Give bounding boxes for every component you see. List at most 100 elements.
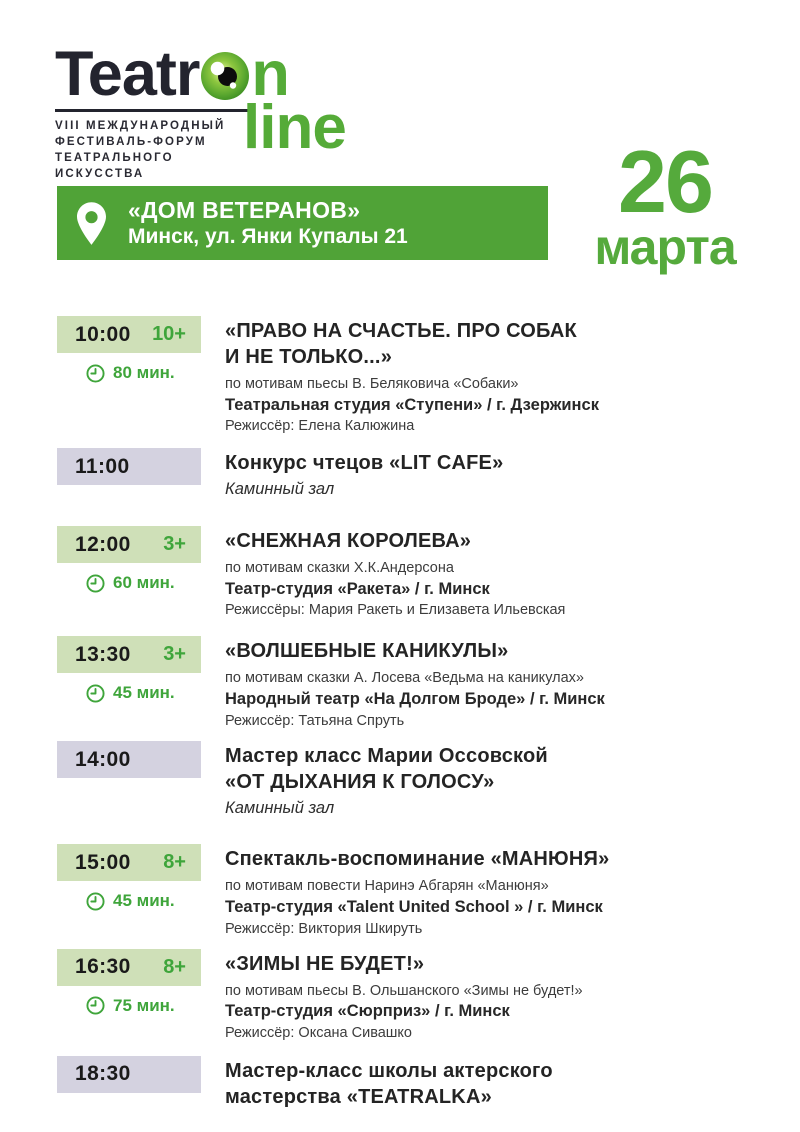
- event-time-column: 16:30 8+ 75 мин.: [57, 948, 225, 1043]
- time-badge: 18:30: [57, 1055, 201, 1093]
- event-time: 16:30: [75, 955, 131, 978]
- venue-info: «ДОМ ВЕТЕРАНОВ» Минск, ул. Янки Купалы 2…: [128, 196, 408, 250]
- schedule-list: 10:00 10+ 80 мин. «ПРАВО НА СЧАСТЬЕ. ПРО…: [57, 316, 763, 1110]
- event-theatre-company: Народный театр «На Долгом Броде» / г. Ми…: [225, 690, 605, 709]
- event-time-column: 12:00 3+ 60 мин.: [57, 526, 225, 620]
- event-title: Конкурс чтецов «LIT CAFE»: [225, 452, 504, 475]
- teatron-line-logo: Teatr n VIII МЕЖДУНАРОДНЫЙ: [55, 42, 385, 180]
- eye-icon: [201, 52, 250, 100]
- event-title: Мастер класс Марии Оссовской «ОТ ДЫХАНИЯ…: [225, 745, 548, 794]
- schedule-event-row: 14:00 Мастер класс Марии Оссовской «ОТ Д…: [57, 741, 763, 818]
- clock-icon: [86, 574, 105, 593]
- time-badge: 15:00 8+: [57, 844, 201, 882]
- event-time-column: 14:00: [57, 741, 225, 818]
- duration-label: 45 мин.: [113, 891, 175, 911]
- schedule-event-row: 11:00 Конкурс чтецов «LIT CAFE» Каминный…: [57, 448, 763, 499]
- time-badge: 10:00 10+: [57, 316, 201, 353]
- event-room: Каминный зал: [225, 480, 335, 499]
- event-description: по мотивам сказки Х.К.Андерсона: [225, 560, 454, 577]
- event-duration: 60 мин.: [86, 573, 225, 593]
- location-pin-icon: [77, 201, 106, 245]
- event-time: 15:00: [75, 850, 131, 874]
- tagline-line-1: VIII МЕЖДУНАРОДНЫЙ: [55, 120, 226, 132]
- time-badge: 16:30 8+: [57, 948, 201, 986]
- age-restriction-badge: 10+: [152, 323, 186, 345]
- event-details: «СНЕЖНАЯ КОРОЛЕВА» по мотивам сказки Х.К…: [225, 526, 565, 620]
- age-restriction-badge: 3+: [163, 533, 186, 556]
- event-duration: 45 мин.: [86, 891, 225, 911]
- event-time-column: 13:30 3+ 45 мин.: [57, 636, 225, 730]
- age-restriction-badge: 3+: [163, 643, 186, 666]
- logo-text-teatr: Teatr: [55, 38, 200, 109]
- logo-text-n: n: [251, 38, 289, 109]
- logo-text-line: line: [243, 93, 347, 162]
- event-time-column: 15:00 8+ 45 мин.: [57, 844, 225, 938]
- event-details: «ПРАВО НА СЧАСТЬЕ. ПРО СОБАК И НЕ ТОЛЬКО…: [225, 316, 599, 436]
- event-room: Каминный зал: [225, 799, 335, 818]
- duration-label: 75 мин.: [113, 995, 175, 1015]
- time-badge: 14:00: [57, 741, 201, 779]
- event-description: по мотивам пьесы В. Беляковича «Собаки»: [225, 376, 519, 392]
- logo-bottom-row: VIII МЕЖДУНАРОДНЫЙ ФЕСТИВАЛЬ-ФОРУМ ТЕАТР…: [55, 97, 385, 180]
- event-time: 18:30: [75, 1062, 131, 1086]
- event-time: 14:00: [75, 747, 131, 771]
- schedule-event-row: 15:00 8+ 45 мин. Спектакль-воспоминание …: [57, 844, 763, 938]
- event-details: Конкурс чтецов «LIT CAFE» Каминный зал: [225, 448, 503, 499]
- age-restriction-badge: 8+: [163, 851, 186, 874]
- event-time: 11:00: [75, 454, 130, 478]
- schedule-event-row: 10:00 10+ 80 мин. «ПРАВО НА СЧАСТЬЕ. ПРО…: [57, 316, 763, 436]
- event-details: Спектакль-воспоминание «МАНЮНЯ» по мотив…: [225, 844, 609, 938]
- duration-label: 45 мин.: [113, 683, 175, 703]
- clock-icon: [86, 363, 105, 383]
- event-time: 10:00: [75, 322, 131, 346]
- festival-tagline: VIII МЕЖДУНАРОДНЫЙ ФЕСТИВАЛЬ-ФОРУМ ТЕАТР…: [55, 109, 248, 182]
- event-duration: 45 мин.: [86, 683, 225, 703]
- event-time: 12:00: [75, 532, 131, 556]
- clock-icon: [86, 684, 105, 703]
- tagline-line-3: ТЕАТРАЛЬНОГО ИСКУССТВА: [55, 152, 174, 181]
- age-restriction-badge: 8+: [163, 955, 186, 978]
- event-time-column: 18:30: [57, 1055, 225, 1110]
- event-description: по мотивам сказки А. Лосева «Ведьма на к…: [225, 670, 584, 687]
- schedule-event-row: 13:30 3+ 45 мин. «ВОЛШЕБНЫЕ КАНИКУЛЫ» по…: [57, 636, 763, 730]
- time-badge: 11:00: [57, 448, 201, 486]
- event-title: «СНЕЖНАЯ КОРОЛЕВА»: [225, 530, 472, 553]
- event-director: Режиссёр: Виктория Шкируть: [225, 920, 423, 937]
- event-theatre-company: Театр-студия «Сюрприз» / г. Минск: [225, 1002, 510, 1021]
- event-time-column: 11:00: [57, 448, 225, 499]
- date-day: 26: [618, 132, 714, 231]
- event-theatre-company: Театр-студия «Ракета» / г. Минск: [225, 579, 490, 598]
- time-badge: 12:00 3+: [57, 526, 201, 564]
- schedule-event-row: 18:30 Мастер-класс школы актерского маст…: [57, 1055, 763, 1110]
- event-title: «ПРАВО НА СЧАСТЬЕ. ПРО СОБАК И НЕ ТОЛЬКО…: [225, 320, 577, 368]
- event-theatre-company: Театральная студия «Ступени» / г. Дзержи…: [225, 395, 599, 414]
- venue-address: Минск, ул. Янки Купалы 21: [128, 225, 408, 249]
- duration-label: 60 мин.: [113, 573, 175, 593]
- event-details: «ВОЛШЕБНЫЕ КАНИКУЛЫ» по мотивам сказки А…: [225, 636, 605, 730]
- event-title: «ВОЛШЕБНЫЕ КАНИКУЛЫ»: [225, 640, 509, 663]
- event-details: «ЗИМЫ НЕ БУДЕТ!» по мотивам пьесы В. Оль…: [225, 949, 583, 1043]
- event-title: «ЗИМЫ НЕ БУДЕТ!»: [225, 952, 425, 975]
- event-description: по мотивам повести Наринэ Абгарян «Манюн…: [225, 878, 549, 895]
- event-duration: 75 мин.: [86, 996, 225, 1016]
- event-director: Режиссёр: Оксана Сивашко: [225, 1024, 412, 1041]
- duration-label: 80 мин.: [113, 363, 175, 382]
- event-title: Мастер-класс школы актерского мастерства…: [225, 1059, 553, 1108]
- date-month: марта: [594, 219, 736, 276]
- event-details: Мастер класс Марии Оссовской «ОТ ДЫХАНИЯ…: [225, 741, 548, 818]
- event-time: 13:30: [75, 642, 131, 666]
- event-date: 26 марта: [560, 132, 770, 276]
- event-description: по мотивам пьесы В. Ольшанского «Зимы не…: [225, 982, 583, 999]
- venue-name: «ДОМ ВЕТЕРАНОВ»: [128, 197, 361, 224]
- tagline-line-2: ФЕСТИВАЛЬ-ФОРУМ: [55, 136, 207, 149]
- event-duration: 80 мин.: [86, 363, 225, 383]
- clock-icon: [86, 892, 105, 911]
- event-director: Режиссёры: Мария Ракеть и Елизавета Илье…: [225, 602, 566, 619]
- schedule-event-row: 12:00 3+ 60 мин. «СНЕЖНАЯ КОРОЛЕВА» по м…: [57, 526, 763, 620]
- time-badge: 13:30 3+: [57, 636, 201, 674]
- clock-icon: [86, 996, 105, 1015]
- venue-banner: «ДОМ ВЕТЕРАНОВ» Минск, ул. Янки Купалы 2…: [57, 186, 548, 260]
- logo-wordmark: Teatr n: [55, 42, 385, 106]
- event-theatre-company: Театр-студия «Talent United School » / г…: [225, 898, 603, 917]
- event-time-column: 10:00 10+ 80 мин.: [57, 316, 225, 436]
